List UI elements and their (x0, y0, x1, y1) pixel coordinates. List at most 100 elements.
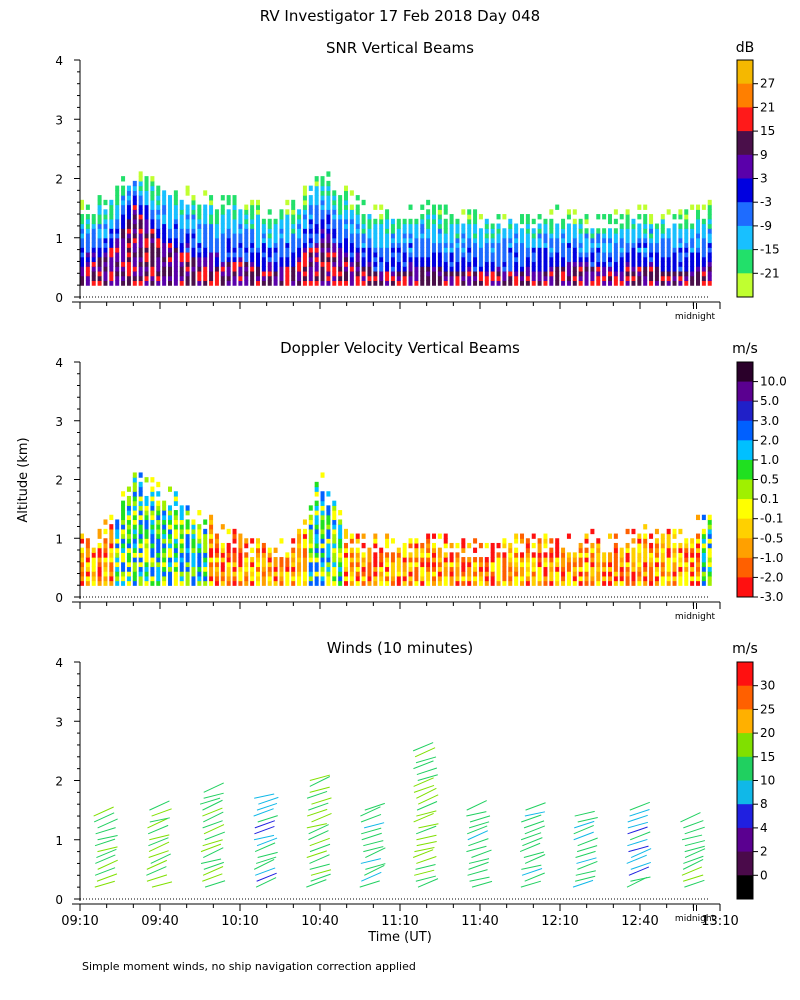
snr-cell (385, 218, 390, 225)
snr-cell (85, 280, 90, 286)
snr-cell (267, 266, 272, 272)
snr-cell (484, 251, 489, 258)
snr-cell (455, 223, 460, 229)
wind-barb (573, 824, 594, 835)
snr-cell (349, 237, 354, 244)
snr-cell (402, 251, 407, 258)
wind-barb (204, 831, 226, 841)
doppler-cell (379, 566, 384, 572)
snr-cell (490, 233, 495, 239)
snr-cell (355, 195, 360, 201)
doppler-cell (525, 538, 530, 544)
snr-cell (226, 266, 231, 272)
snr-cell (602, 237, 607, 244)
doppler-cell (297, 561, 302, 568)
doppler-cell (261, 575, 266, 582)
doppler-cell (238, 566, 243, 572)
snr-cell (490, 266, 495, 272)
doppler-cell (684, 552, 689, 558)
snr-cell (508, 228, 513, 234)
snr-cell (314, 218, 319, 225)
doppler-cell (367, 557, 372, 563)
snr-cell (291, 266, 296, 272)
snr-cell (144, 266, 149, 272)
doppler-cell (543, 538, 548, 544)
snr-cell (314, 228, 319, 234)
snr-cell (203, 223, 208, 229)
snr-cell (115, 204, 120, 210)
snr-cell (238, 228, 243, 234)
doppler-cell (238, 571, 243, 577)
doppler-cell (168, 538, 172, 544)
doppler-cell (666, 571, 671, 577)
snr-cell (121, 204, 126, 210)
snr-cell (361, 247, 366, 253)
snr-cell (226, 237, 231, 244)
snr-cell (80, 228, 84, 234)
snr-cell (649, 214, 654, 220)
snr-cell (625, 233, 630, 239)
doppler-cell (103, 566, 108, 572)
snr-cell (156, 256, 161, 263)
doppler-cell (80, 575, 84, 582)
snr-cell (80, 218, 84, 225)
wind-barb (520, 880, 542, 888)
doppler-cell (502, 571, 507, 577)
snr-cell (349, 218, 354, 225)
doppler-cell (361, 566, 366, 572)
doppler-cell (97, 561, 102, 568)
wind-barb (414, 747, 436, 758)
doppler-cell (326, 514, 331, 521)
doppler-cell (543, 552, 548, 558)
snr-cell (226, 195, 231, 201)
snr-cell (320, 261, 325, 267)
snr-cell (502, 228, 507, 234)
snr-cell (267, 209, 272, 215)
snr-cell (349, 242, 354, 248)
snr-cell (326, 266, 331, 272)
doppler-cell (279, 561, 284, 568)
doppler-cell (115, 580, 120, 586)
doppler-cell (138, 510, 143, 516)
snr-cell (531, 280, 536, 286)
snr-cell (91, 218, 96, 225)
snr-cell (209, 214, 214, 220)
wind-barb (413, 784, 435, 793)
snr-cell (302, 275, 307, 282)
doppler-cell (203, 575, 208, 582)
snr-cell (508, 233, 513, 239)
snr-cell (80, 251, 84, 258)
snr-cell (443, 209, 448, 215)
snr-cell (390, 275, 395, 282)
doppler-cell (179, 580, 184, 586)
doppler-cell (138, 500, 143, 506)
snr-cell (185, 204, 190, 210)
doppler-cell (103, 542, 108, 549)
snr-cell (402, 242, 407, 248)
snr-cell (437, 223, 442, 229)
snr-cell (596, 266, 601, 272)
doppler-cell (432, 542, 436, 549)
snr-cell (561, 237, 566, 244)
doppler-cell (414, 561, 419, 568)
doppler-cell (449, 557, 454, 563)
doppler-cell (696, 542, 700, 549)
doppler-cell (191, 547, 196, 553)
snr-cell (150, 256, 155, 263)
doppler-cell (443, 557, 448, 563)
doppler-cell (156, 580, 161, 586)
doppler-cell (473, 575, 478, 582)
doppler-cell (109, 552, 114, 558)
snr-cell (367, 214, 372, 220)
doppler-cell (338, 580, 343, 586)
snr-cell (672, 261, 677, 267)
snr-cell (150, 242, 155, 248)
snr-cell (379, 204, 384, 210)
snr-cell (279, 233, 284, 239)
snr-cell (115, 209, 120, 215)
snr-cell (291, 237, 296, 244)
doppler-cell (666, 552, 671, 558)
doppler-cell (279, 580, 284, 586)
snr-cell (514, 275, 519, 282)
snr-cell (126, 233, 131, 239)
